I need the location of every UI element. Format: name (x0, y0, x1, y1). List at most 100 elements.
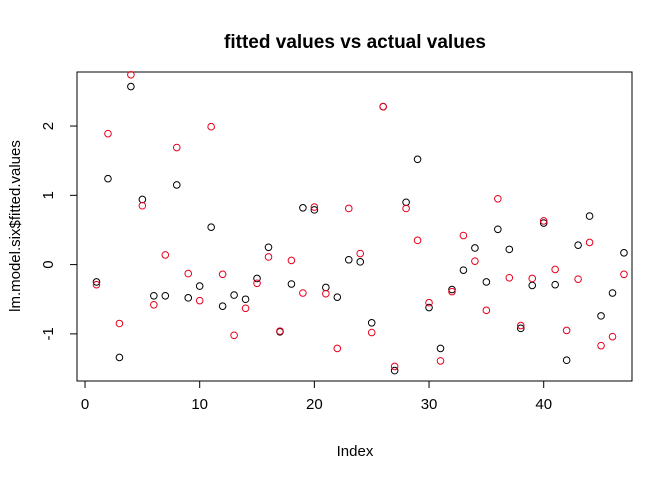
data-point-red (597, 341, 605, 350)
y-tick-label: -1 (40, 327, 57, 340)
data-point-black (184, 294, 193, 302)
data-point-black (471, 244, 479, 252)
data-point-red (471, 257, 479, 265)
data-point-red (448, 287, 456, 296)
data-point-red (299, 289, 307, 297)
data-point-red (528, 274, 537, 283)
data-point-black (436, 344, 445, 353)
data-point-black (218, 302, 227, 310)
data-point-red (276, 327, 284, 335)
data-point-black (482, 278, 491, 286)
data-point-red (459, 231, 468, 240)
data-point-red (413, 236, 422, 245)
data-point-black (127, 82, 135, 91)
data-point-black (150, 291, 158, 300)
x-tick-label: 0 (81, 396, 89, 413)
y-tick-label: 1 (40, 191, 57, 199)
data-point-red (264, 253, 273, 261)
y-axis: -1 0 1 2 (40, 122, 78, 341)
y-tick-label: 0 (40, 260, 57, 268)
x-tick-label: 40 (535, 396, 552, 413)
data-point-red (344, 204, 353, 213)
data-point-red (539, 217, 548, 225)
data-point-black (344, 255, 353, 264)
data-point-red (310, 203, 319, 211)
data-point-red (138, 201, 147, 210)
x-tick-label: 30 (421, 396, 438, 413)
data-point-black (230, 291, 238, 299)
x-axis: 0 10 20 30 40 (81, 380, 552, 413)
data-point-red (115, 319, 124, 328)
data-point-black (413, 155, 422, 164)
data-point-red (195, 296, 204, 305)
data-point-red (390, 362, 399, 371)
x-tick-label: 10 (191, 396, 208, 413)
data-point-red (551, 265, 559, 274)
data-point-red (161, 251, 170, 259)
data-point-black (172, 181, 181, 189)
y-axis-label: lm.model.six$fitted.values (7, 140, 24, 312)
data-point-red (218, 270, 227, 279)
data-point-red (367, 328, 376, 337)
data-point-black (287, 280, 296, 288)
data-point-black (539, 219, 548, 227)
data-point-black (608, 289, 617, 297)
data-points (92, 70, 628, 375)
data-point-red (333, 344, 342, 353)
chart-title: fitted values vs actual values (224, 32, 486, 53)
data-point-black (356, 258, 365, 266)
data-point-black (92, 278, 101, 286)
data-point-red (494, 194, 502, 203)
data-point-red (92, 280, 101, 289)
data-point-black (597, 312, 605, 320)
data-point-black (115, 353, 124, 362)
data-point-red (172, 143, 181, 152)
data-point-red (127, 70, 135, 79)
data-point-red (150, 300, 158, 309)
data-point-black (367, 319, 376, 327)
data-point-red (322, 289, 330, 298)
data-point-black (551, 280, 559, 289)
data-point-red (608, 332, 617, 341)
data-point-red (482, 306, 491, 315)
data-point-red (562, 326, 571, 335)
data-point-red (505, 273, 514, 282)
data-point-red (620, 270, 628, 279)
y-tick-label: 2 (40, 122, 57, 130)
data-point-black (390, 366, 399, 375)
data-point-red (425, 298, 433, 307)
data-point-black (333, 293, 342, 301)
data-point-black (562, 356, 571, 365)
data-point-black (161, 291, 170, 300)
data-point-red (253, 279, 261, 288)
data-point-black (448, 285, 456, 294)
data-point-black (494, 225, 502, 234)
x-tick-label: 20 (306, 396, 323, 413)
data-point-red (184, 269, 193, 278)
data-point-black (516, 324, 525, 333)
data-point-red (104, 129, 112, 138)
data-point-red (207, 122, 215, 131)
data-point-black (310, 206, 319, 214)
data-point-black (459, 266, 468, 274)
data-point-red (436, 357, 445, 365)
data-point-black (253, 274, 261, 283)
data-point-red (356, 249, 365, 258)
data-point-black (574, 241, 582, 250)
data-point-black (620, 249, 628, 257)
data-point-black (585, 212, 594, 220)
data-point-black (425, 303, 433, 312)
data-point-red (402, 204, 410, 213)
data-point-red (516, 321, 525, 330)
data-point-black (264, 243, 273, 252)
data-point-black (104, 174, 112, 183)
data-point-black (505, 245, 514, 254)
x-axis-label: Index (337, 443, 374, 460)
data-point-red (585, 238, 594, 247)
data-point-black (299, 203, 307, 212)
data-point-black (195, 282, 204, 290)
data-point-black (241, 295, 250, 304)
data-point-red (574, 275, 582, 283)
